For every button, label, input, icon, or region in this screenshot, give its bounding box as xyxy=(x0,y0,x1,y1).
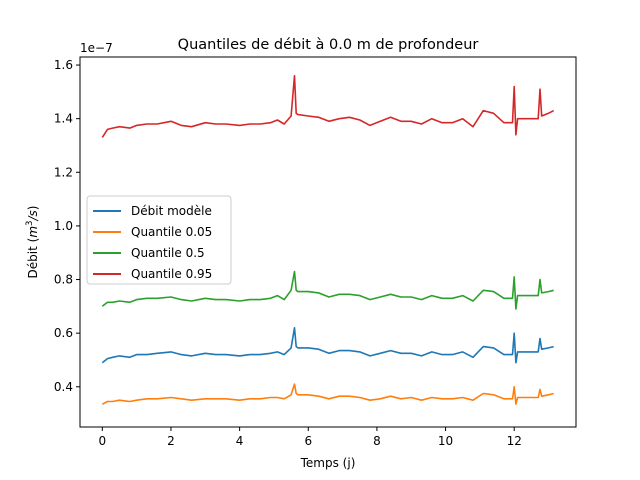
series-line-0 xyxy=(101,326,554,364)
legend-label: Débit modèle xyxy=(131,204,212,218)
series-lines xyxy=(101,75,555,406)
y-axis-ticks: 0.4 0.6 0.8 1.0 1.2 1.4 1.6 xyxy=(54,58,80,394)
legend-label: Quantile 0.95 xyxy=(131,267,212,281)
y-axis-label-prefix: Débit ( xyxy=(26,238,40,279)
y-axis-label-unit-rest: /s xyxy=(26,210,40,221)
series-line-3 xyxy=(101,75,555,138)
x-tick-label: 10 xyxy=(438,434,453,448)
legend: Débit modèle Quantile 0.05 Quantile 0.5 Qua… xyxy=(86,195,232,285)
legend-label: Quantile 0.05 xyxy=(131,225,212,239)
x-tick-label: 0 xyxy=(98,434,106,448)
x-tick-label: 2 xyxy=(167,434,175,448)
y-tick-label: 0.4 xyxy=(54,380,73,394)
y-tick-label: 0.8 xyxy=(54,273,73,287)
x-tick-label: 8 xyxy=(373,434,381,448)
series-line-1 xyxy=(101,383,554,406)
y-offset-text: 1e−7 xyxy=(80,41,113,55)
y-tick-label: 1.2 xyxy=(54,165,73,179)
y-axis-label-unit: m xyxy=(26,226,40,238)
series-line-2 xyxy=(101,270,554,310)
y-tick-label: 1.6 xyxy=(54,58,73,72)
x-axis-ticks: 0 2 4 6 8 10 12 xyxy=(98,427,522,448)
x-tick-label: 4 xyxy=(236,434,244,448)
plot-area-frame xyxy=(79,56,577,428)
y-axis-label: Débit (m3/s) xyxy=(25,206,40,279)
x-axis-label: Temps (j) xyxy=(300,456,356,470)
legend-label: Quantile 0.5 xyxy=(131,246,205,260)
x-tick-label: 12 xyxy=(507,434,522,448)
y-tick-label: 1.4 xyxy=(54,112,73,126)
y-axis-label-exponent: 3 xyxy=(25,221,35,226)
x-tick-label: 6 xyxy=(304,434,312,448)
legend-box xyxy=(86,195,232,285)
chart-title: Quantiles de débit à 0.0 m de profondeur xyxy=(178,37,479,53)
y-axis-label-suffix: ) xyxy=(26,206,40,211)
y-tick-label: 0.6 xyxy=(54,326,73,340)
y-tick-label: 1.0 xyxy=(54,219,73,233)
